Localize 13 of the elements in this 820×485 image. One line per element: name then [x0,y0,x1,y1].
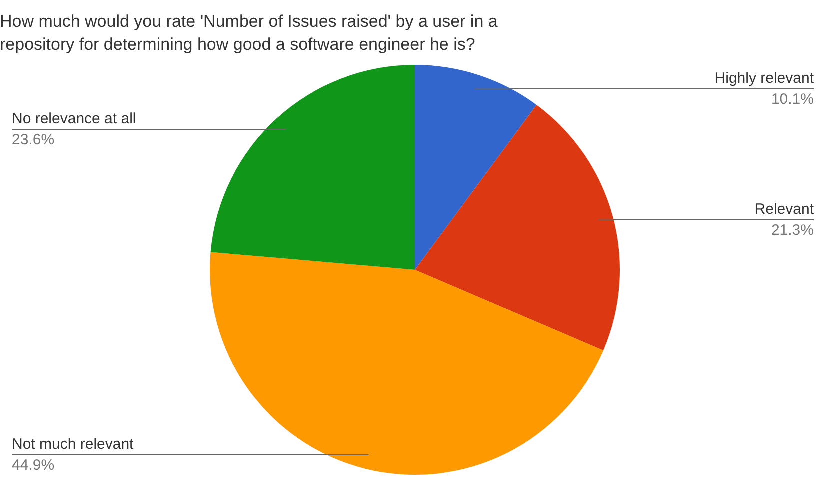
pie-slice [210,65,415,270]
slice-label: Not much relevant [12,436,135,453]
pie-slice [415,65,537,270]
data-label: 21.3% [771,222,814,239]
chart-title: How much would you rate 'Number of Issues raised' by a user in a repository for determining how good a software engineer he is? [0,12,498,54]
slice-label: No relevance at all [12,110,136,128]
data-label: 10.1% [771,90,814,108]
pie-slice [210,252,604,475]
pie-slice [415,104,620,351]
slice-label: Highly relevant [714,70,815,87]
data-label: 23.6% [12,131,55,148]
data-label: 44.9% [12,456,55,474]
slice-label: Relevant [754,200,815,218]
